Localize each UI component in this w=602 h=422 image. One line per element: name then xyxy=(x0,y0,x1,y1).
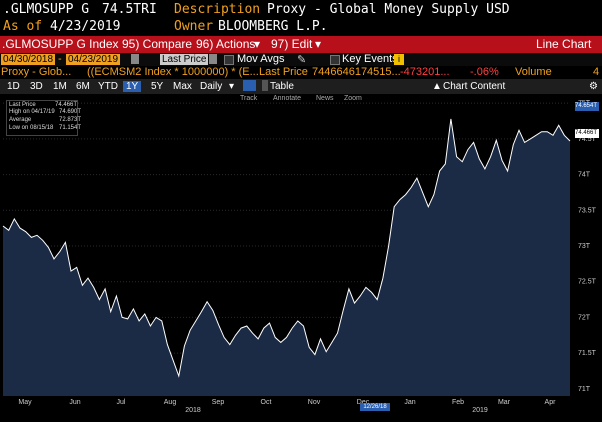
volume-value: 4 xyxy=(593,66,600,78)
y-tick-label: 73.5T xyxy=(578,207,597,214)
period-5y[interactable]: 5Y xyxy=(151,81,164,92)
x-month-label: Aug xyxy=(164,399,177,406)
chart-content-button[interactable]: Chart Content xyxy=(443,81,506,92)
description-value: Proxy - Global Money Supply USD xyxy=(267,2,510,17)
actions-chevron-icon[interactable]: ▾ xyxy=(254,37,261,51)
compare-button[interactable]: 95) Compare xyxy=(122,37,193,51)
asof-label: As of xyxy=(3,19,43,34)
price-tag-last: 74.466T xyxy=(575,129,599,138)
x-month-label: Jul xyxy=(117,399,126,406)
legend-low-value: 71.154T xyxy=(59,125,82,131)
y-tick-label: 73T xyxy=(578,243,591,250)
field-dropdown-icon[interactable] xyxy=(209,54,217,64)
net-change: -473201... xyxy=(400,66,450,78)
info-icon[interactable]: i xyxy=(394,54,404,65)
chart-content-icon[interactable]: ▲ xyxy=(432,81,442,92)
volume-label: Volume xyxy=(515,66,552,78)
legend-high-value: 74.690T xyxy=(59,109,82,115)
period-1m[interactable]: 1M xyxy=(53,81,67,92)
frequency-chevron-icon[interactable]: ▾ xyxy=(229,81,235,92)
y-tick-label: 71T xyxy=(578,386,591,393)
x-month-label: Apr xyxy=(545,399,557,406)
owner-label: Owner xyxy=(174,19,214,34)
x-year-label: 2019 xyxy=(472,407,488,414)
price-line xyxy=(2,118,571,378)
y-tick-label: 72.5T xyxy=(578,279,597,286)
pct-change: -.06% xyxy=(470,66,499,78)
y-tick-label: 74.5T xyxy=(578,136,597,143)
x-month-label: Mar xyxy=(498,399,511,406)
frequency-select[interactable]: Daily xyxy=(200,81,223,92)
table-button[interactable]: Table xyxy=(270,81,294,92)
y-tick-label: 74T xyxy=(578,172,591,179)
settings-gear-icon[interactable]: ⚙ xyxy=(589,81,598,92)
last-price-label: Last Price xyxy=(259,66,308,78)
info-row: Proxy - Glob... ((ECMSM2 Index * 1000000… xyxy=(0,66,602,79)
calendar-icon[interactable] xyxy=(131,54,139,64)
legend-average-value: 72.873T xyxy=(59,117,82,123)
tool-annotate[interactable]: Annotate xyxy=(273,95,302,102)
chart-tools-row: Track Annotate News Zoom xyxy=(0,94,576,104)
line-chart-icon[interactable] xyxy=(243,80,256,91)
legend-last-label: Last Price xyxy=(9,102,36,108)
x-month-label: Dec xyxy=(357,399,370,406)
x-year-label: 2018 xyxy=(185,407,201,414)
x-month-label: Jan xyxy=(404,399,415,406)
formula-text: ((ECMSM2 Index * 1000000) * (E... xyxy=(87,66,259,78)
x-month-label: May xyxy=(18,399,32,406)
asof-value: 4/23/2019 xyxy=(50,19,121,34)
index-button[interactable]: .GLMOSUPP G Index xyxy=(2,37,119,51)
end-date-input[interactable]: 04/23/2019 xyxy=(66,54,121,65)
pencil-icon[interactable]: ✎ xyxy=(297,54,307,66)
x-month-label: Nov xyxy=(308,399,321,406)
last-price-value: 7446646174515... xyxy=(312,66,401,78)
ticker: .GLMOSUPP G xyxy=(3,2,90,17)
bar-chart-icon[interactable] xyxy=(262,80,268,91)
legend-high-label: High on 04/17/19 xyxy=(9,109,55,115)
tool-track[interactable]: Track xyxy=(240,95,258,102)
start-date-input[interactable]: 04/30/2018 xyxy=(1,54,56,65)
period-6m[interactable]: 6M xyxy=(76,81,90,92)
function-toolbar: .GLMOSUPP G Index 95) Compare 96) Action… xyxy=(0,36,602,53)
x-axis: May Jun Jul Aug Sep Oct Nov Dec Jan Feb Mar Apr 2018… xyxy=(18,399,556,414)
legend-last-value: 74.466T xyxy=(55,102,78,108)
actions-button[interactable]: 96) Actions xyxy=(196,37,256,51)
period-ytd[interactable]: YTD xyxy=(98,81,118,92)
tool-news[interactable]: News xyxy=(316,95,334,102)
period-1y[interactable]: 1Y xyxy=(123,81,142,92)
key-events-checkbox[interactable] xyxy=(330,55,340,65)
legend-box: Last Price 74.466T High on 04/17/19 74.6… xyxy=(6,100,82,136)
tool-zoom[interactable]: Zoom xyxy=(344,95,362,102)
y-tick-label: 71.5T xyxy=(578,350,597,357)
x-month-label: Feb xyxy=(452,399,464,406)
y-tick-label: 72T xyxy=(578,314,591,321)
date-marker-tag: 12/26/18 xyxy=(360,403,390,411)
proxy-label: Proxy - Glob... xyxy=(1,66,72,78)
period-max[interactable]: Max xyxy=(173,81,192,92)
legend-average-label: Average xyxy=(9,117,32,123)
price-field-select[interactable]: Last Price xyxy=(160,54,209,65)
owner-value: BLOOMBERG L.P. xyxy=(218,19,328,34)
chart-type-label: Line Chart xyxy=(536,37,592,51)
mov-avgs-label[interactable]: Mov Avgs xyxy=(237,53,285,65)
mov-avgs-checkbox[interactable] xyxy=(224,55,234,65)
x-month-label: Sep xyxy=(212,399,225,406)
x-month-label: Oct xyxy=(261,399,272,406)
description-label: Description xyxy=(174,2,261,17)
header-price: 74.5TRI xyxy=(102,2,157,17)
price-area xyxy=(3,118,570,397)
period-1d[interactable]: 1D xyxy=(7,81,20,92)
date-separator: - xyxy=(58,53,62,65)
x-month-label: Jun xyxy=(69,399,80,406)
period-3d[interactable]: 3D xyxy=(30,81,43,92)
price-tag-upper: 74.654T xyxy=(575,102,599,111)
legend-low-label: Low on 08/15/18 xyxy=(9,125,54,131)
edit-button[interactable]: 97) Edit xyxy=(271,37,313,51)
controls-row: 04/30/2018 - 04/23/2019 Last Price Mov A… xyxy=(0,53,602,66)
key-events-label[interactable]: Key Events xyxy=(342,53,398,65)
period-toolbar: 1D 3D 1M 6M YTD 1Y 5Y Max Daily ▾ Table … xyxy=(0,79,602,94)
edit-chevron-icon[interactable]: ▾ xyxy=(315,37,322,51)
